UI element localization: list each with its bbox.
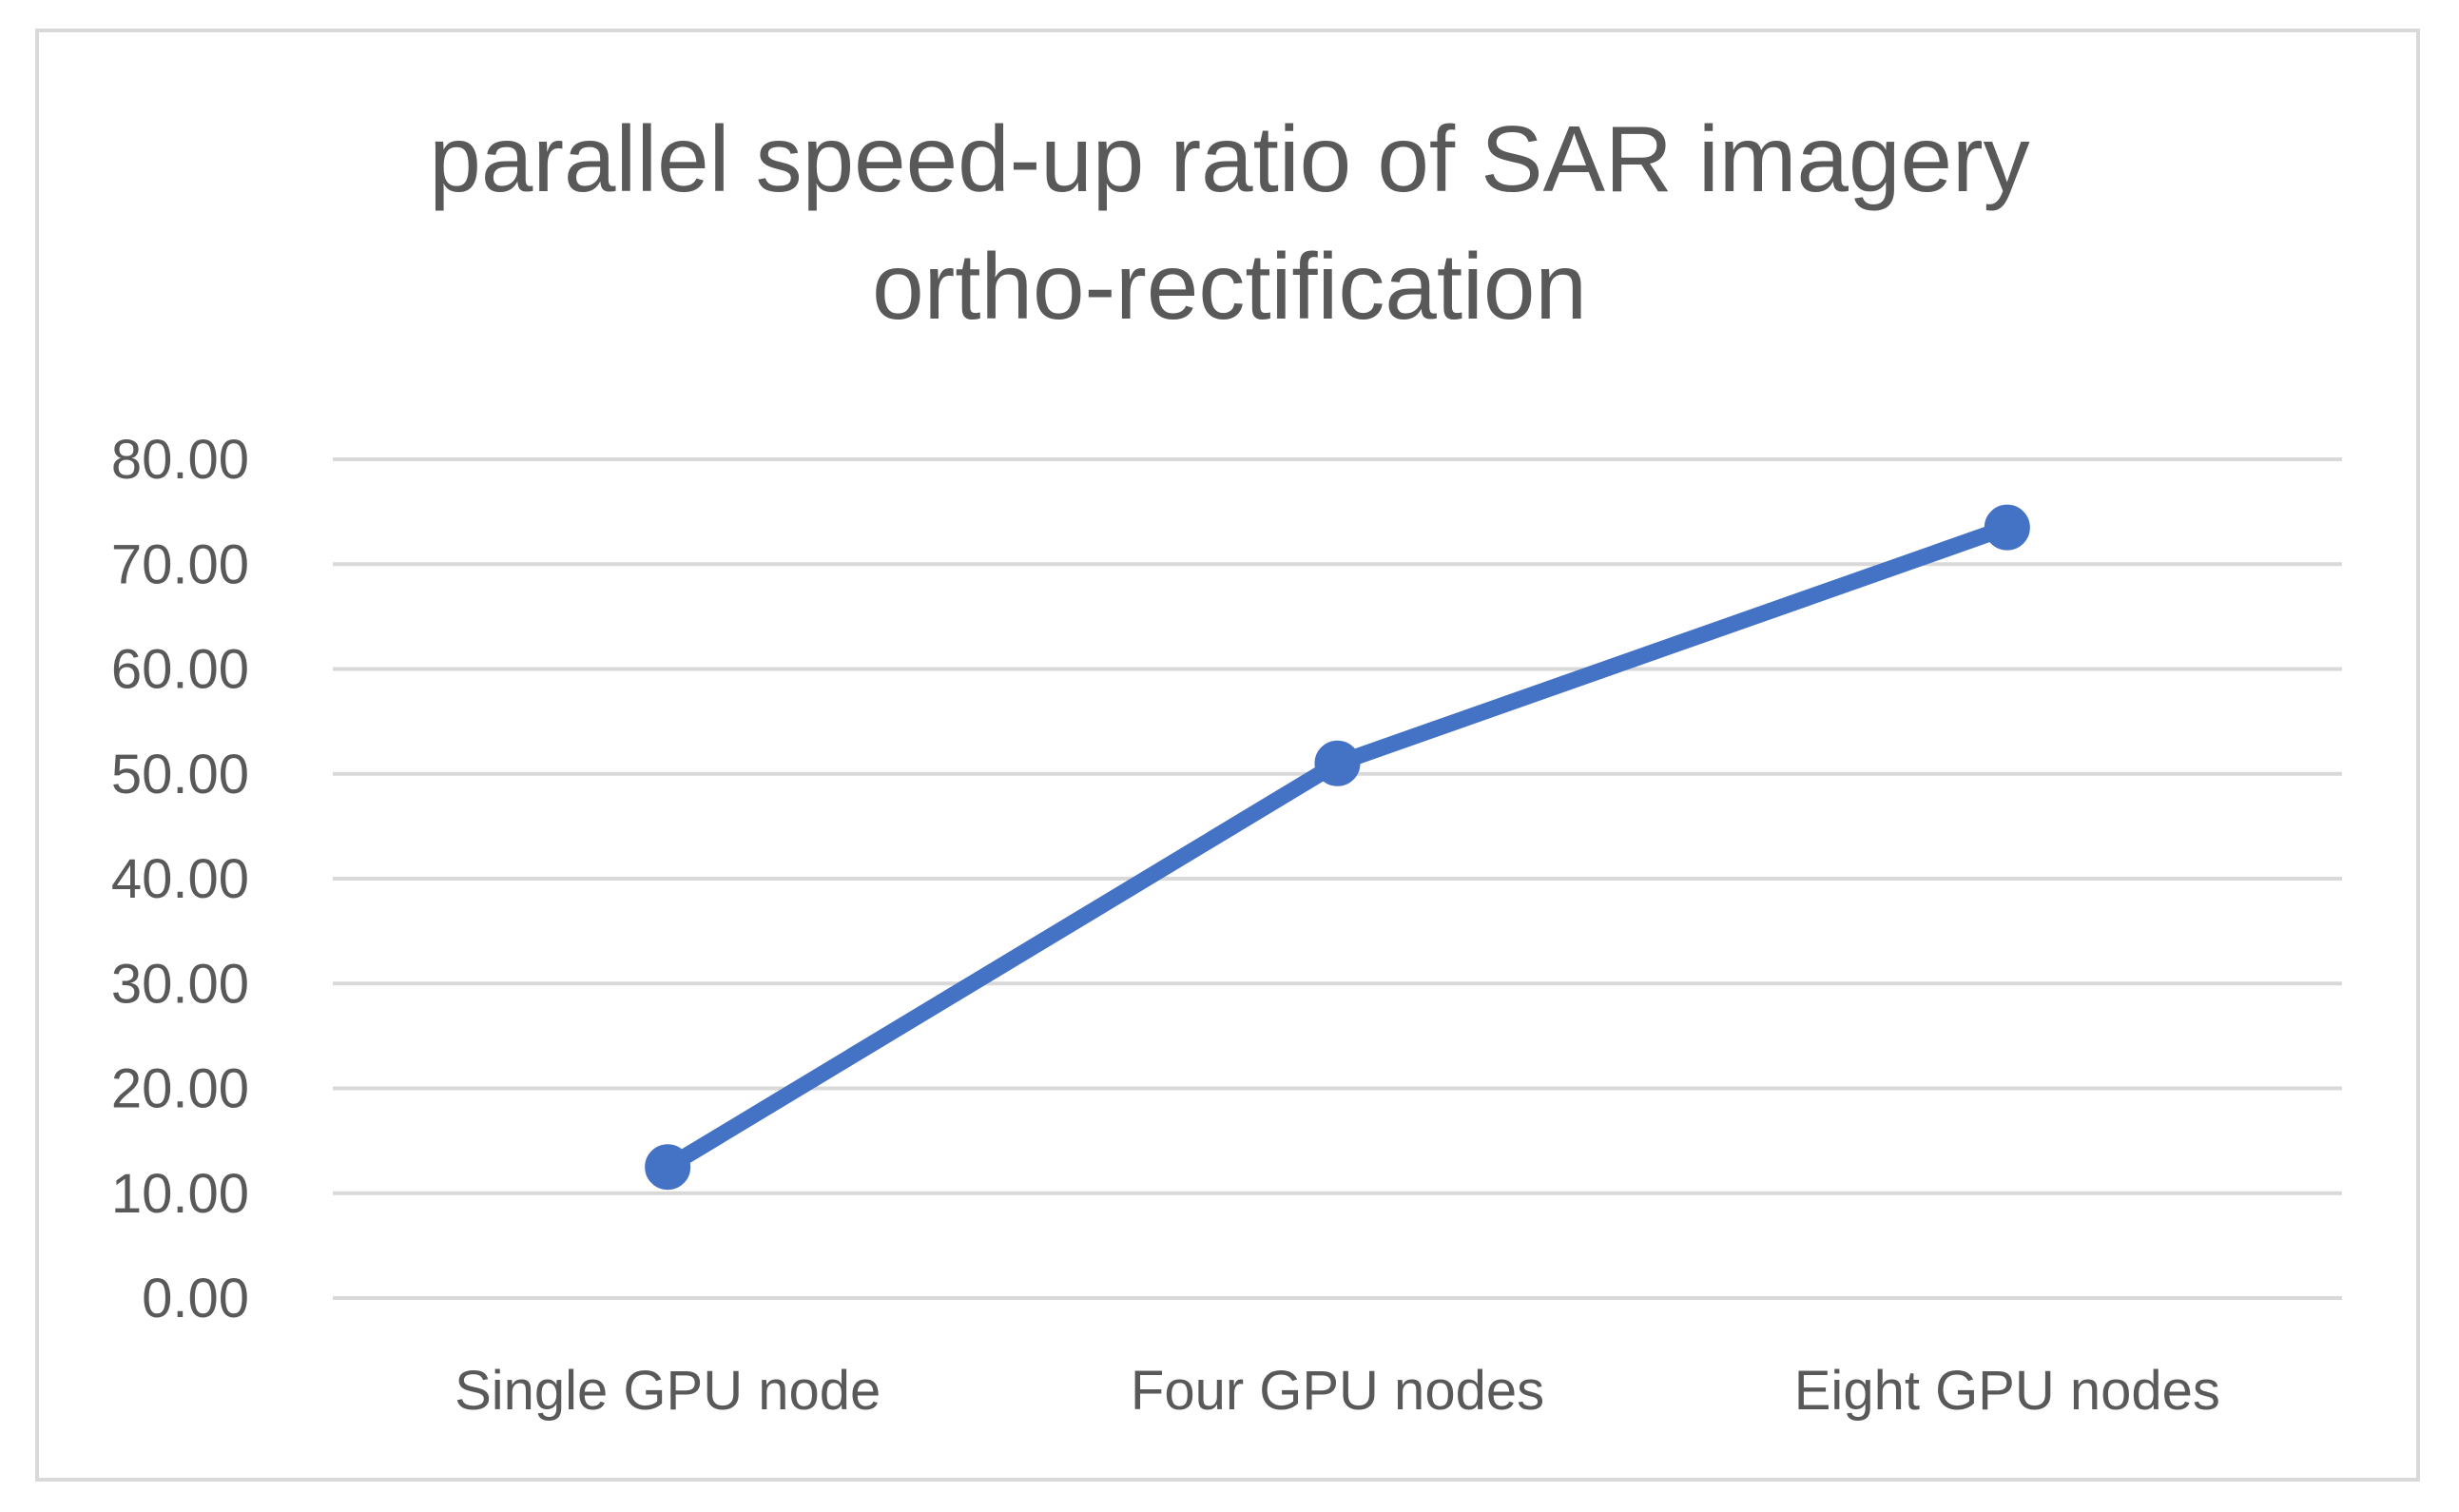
data-point[interactable]	[645, 1144, 691, 1191]
y-tick-label: 0.00	[142, 1268, 249, 1329]
chart-title-line-1: parallel speed-up ratio of SAR imagery	[429, 107, 2030, 211]
gridlines	[333, 457, 2342, 1300]
y-tick-label: 50.00	[111, 744, 249, 805]
x-axis-category-labels: Single GPU node Four GPU nodes Eight GPU n…	[455, 1360, 2220, 1422]
y-tick-label: 40.00	[111, 848, 249, 910]
y-tick-label: 10.00	[111, 1163, 249, 1225]
chart-title-line-2: ortho-rectification	[872, 234, 1587, 339]
x-category-label: Single GPU node	[455, 1360, 881, 1422]
y-axis-tick-labels: 0.00 10.00 20.00 30.00 40.00 50.00 60.00 70.00 8…	[111, 429, 249, 1329]
y-tick-label: 30.00	[111, 953, 249, 1015]
y-tick-label: 80.00	[111, 429, 249, 491]
series-line	[659, 519, 2016, 1175]
y-tick-label: 70.00	[111, 533, 249, 595]
data-point[interactable]	[1314, 740, 1361, 786]
chart-title: parallel speed-up ratio of SAR imagery o…	[0, 95, 2459, 350]
data-series	[645, 504, 2030, 1191]
x-category-label: Four GPU nodes	[1131, 1360, 1544, 1422]
y-tick-label: 20.00	[111, 1058, 249, 1120]
x-category-label: Eight GPU nodes	[1794, 1360, 2220, 1422]
chart-frame	[35, 29, 2420, 1482]
y-tick-label: 60.00	[111, 639, 249, 701]
data-point[interactable]	[1984, 504, 2030, 551]
